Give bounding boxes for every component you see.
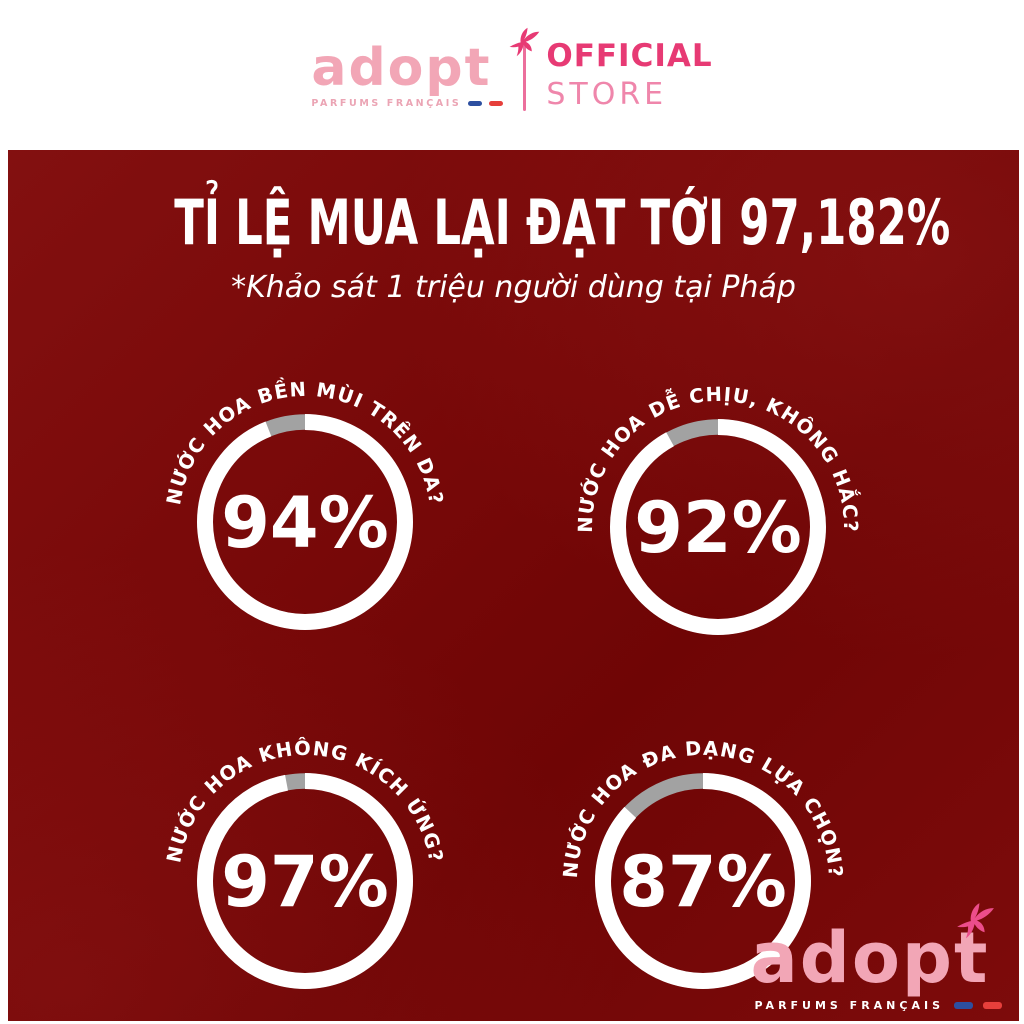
adopt-logo: adopt PARFUMS FRANÇAIS — [311, 27, 540, 109]
donut-chart-2: 92% NƯỚC HOA DỄ CHỊU, KHÔNG HẮC? — [548, 352, 888, 682]
vertical-divider — [523, 39, 527, 111]
donut-value: 94% — [221, 482, 389, 564]
donut-value-ring — [595, 773, 811, 989]
brand-tagline-row: PARFUMS FRANÇAIS — [311, 97, 504, 109]
brand-tagline: PARFUMS FRANÇAIS — [311, 97, 462, 109]
french-flag-blue-dash — [954, 1002, 973, 1009]
hummingbird-icon — [954, 901, 996, 947]
footer-tagline: PARFUMS FRANÇAIS — [754, 999, 944, 1012]
donut-chart-1: 94% NƯỚC HOA BỀN MÙI TRÊN DA? — [135, 347, 475, 677]
donut-value-ring — [197, 414, 413, 630]
french-flag-red-dash — [983, 1002, 1002, 1009]
store-label: STORE — [546, 76, 668, 112]
headline: TỈ LỆ MUA LẠI ĐẠT TỚI 97,182% — [8, 192, 1019, 254]
hummingbird-icon — [507, 26, 541, 64]
footer-adopt-wordmark-wrap: adopt — [750, 903, 994, 999]
french-flag-blue-dash — [468, 100, 483, 106]
red-background-panel: TỈ LỆ MUA LẠI ĐẠT TỚI 97,182% *Khảo sát … — [8, 150, 1019, 1021]
footer-tagline-row: PARFUMS FRANÇAIS — [751, 999, 1002, 1012]
french-flag-red-dash — [489, 100, 504, 106]
official-label: OFFICIAL — [546, 37, 713, 74]
donut-gauge-svg: 92%NƯỚC HOA DỄ CHỊU, KHÔNG HẮC? — [574, 383, 862, 635]
donut-value: 92% — [634, 487, 802, 569]
donut-value: 97% — [221, 841, 389, 923]
donut-value: 87% — [619, 841, 787, 923]
footer-adopt-wordmark: adopt — [750, 917, 990, 999]
adopt-wordmark: adopt — [311, 37, 492, 98]
donut-chart-3: 97% NƯỚC HOA KHÔNG KÍCH ỨNG? — [135, 706, 475, 1021]
brand-lockup: adopt PARFUMS FRANÇAIS OFFICIAL STORE — [311, 27, 713, 112]
donut-value-ring — [197, 773, 413, 989]
donut-chart-4: 87% NƯỚC HOA ĐA DẠNG LỰA CHỌN? — [533, 706, 873, 1021]
donut-value-ring — [610, 419, 826, 635]
headline-text: TỈ LỆ MUA LẠI ĐẠT TỚI 97,182% — [174, 186, 951, 259]
donut-gauge-svg: 97%NƯỚC HOA KHÔNG KÍCH ỨNG? — [162, 736, 446, 989]
survey-note: *Khảo sát 1 triệu người dùng tại Pháp — [231, 270, 796, 305]
donut-gauge-svg: 87%NƯỚC HOA ĐA DẠNG LỰA CHỌN? — [559, 737, 846, 989]
donut-gauge-svg: 94%NƯỚC HOA BỀN MÙI TRÊN DA? — [162, 376, 447, 630]
footer-adopt-logo: adopt PARFUMS FRANÇAIS — [750, 903, 1002, 1012]
header-bar: adopt PARFUMS FRANÇAIS OFFICIAL STORE — [0, 0, 1024, 150]
official-store-block: OFFICIAL STORE — [546, 37, 713, 112]
